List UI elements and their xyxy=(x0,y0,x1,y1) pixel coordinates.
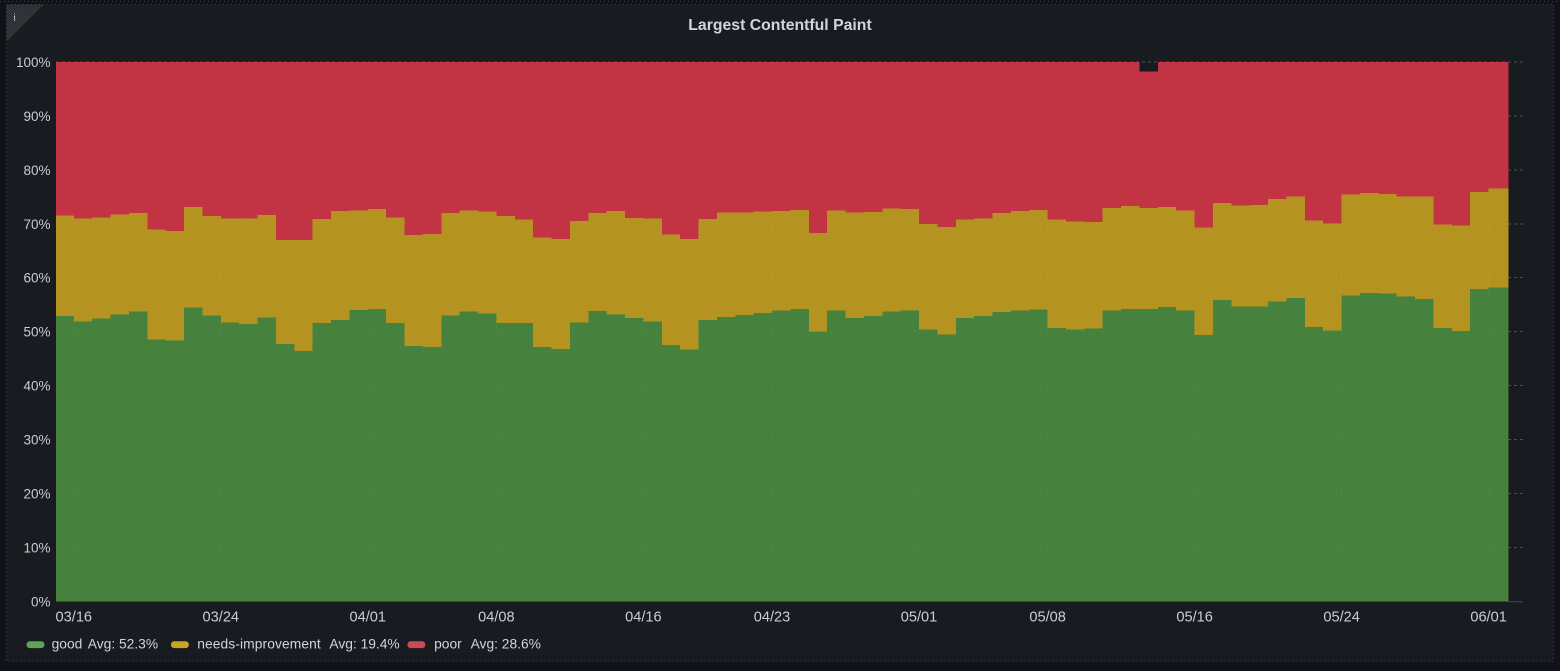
svg-text:90%: 90% xyxy=(23,109,50,124)
svg-text:04/01: 04/01 xyxy=(350,610,387,626)
svg-text:04/08: 04/08 xyxy=(478,610,515,626)
svg-text:05/16: 05/16 xyxy=(1176,610,1213,626)
svg-text:04/16: 04/16 xyxy=(625,610,662,626)
svg-text:0%: 0% xyxy=(31,594,51,609)
svg-text:Avg: 52.3%: Avg: 52.3% xyxy=(88,636,158,651)
svg-text:i: i xyxy=(14,13,16,24)
svg-text:06/01: 06/01 xyxy=(1470,610,1507,626)
svg-text:10%: 10% xyxy=(23,540,50,555)
svg-text:good: good xyxy=(52,636,83,651)
svg-text:03/16: 03/16 xyxy=(56,610,93,626)
svg-text:80%: 80% xyxy=(23,163,50,178)
svg-text:30%: 30% xyxy=(23,433,50,448)
svg-text:50%: 50% xyxy=(23,325,50,340)
svg-text:40%: 40% xyxy=(23,379,50,394)
svg-text:05/24: 05/24 xyxy=(1323,610,1360,626)
svg-text:100%: 100% xyxy=(16,55,51,70)
svg-text:Avg: 19.4%: Avg: 19.4% xyxy=(329,636,399,651)
svg-text:05/01: 05/01 xyxy=(901,610,938,626)
svg-text:poor: poor xyxy=(434,636,462,651)
svg-text:70%: 70% xyxy=(23,217,50,232)
svg-text:03/24: 03/24 xyxy=(203,610,240,626)
svg-text:needs-improvement: needs-improvement xyxy=(197,636,321,651)
svg-text:Avg: 28.6%: Avg: 28.6% xyxy=(471,636,541,651)
svg-text:60%: 60% xyxy=(23,271,50,286)
svg-text:20%: 20% xyxy=(23,486,50,501)
svg-text:05/08: 05/08 xyxy=(1029,610,1066,626)
svg-text:Largest Contentful Paint: Largest Contentful Paint xyxy=(688,17,872,34)
svg-text:04/23: 04/23 xyxy=(754,610,791,626)
